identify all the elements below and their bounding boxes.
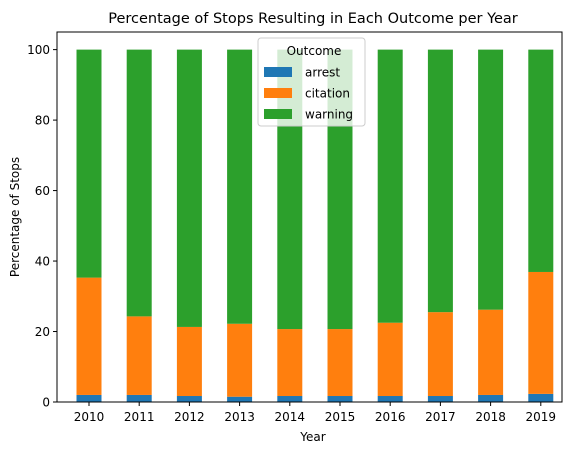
- chart-title: Percentage of Stops Resulting in Each Ou…: [108, 11, 518, 27]
- x-tick-label: 2014: [275, 410, 306, 424]
- bar-arrest-2011: [126, 394, 152, 402]
- x-tick-label: 2012: [174, 410, 205, 424]
- x-tick-label: 2016: [375, 410, 406, 424]
- x-tick-label: 2019: [526, 410, 557, 424]
- bar-citation-2012: [176, 326, 202, 397]
- bar-citation-2016: [377, 322, 403, 397]
- bar-arrest-2012: [176, 396, 202, 402]
- x-axis: 2010 2011 2012 2013 2014 2015 2016 2017 2018 2019: [74, 402, 556, 424]
- y-tick-label: 100: [27, 43, 50, 57]
- x-axis-label: Year: [299, 430, 325, 444]
- bar-citation-2015: [327, 329, 353, 397]
- bar-citation-2014: [277, 329, 303, 397]
- bar-warning-2017: [427, 49, 453, 313]
- x-tick-label: 2010: [74, 410, 105, 424]
- bar-warning-2012: [176, 49, 202, 327]
- y-tick-label: 0: [42, 396, 50, 410]
- y-tick-label: 60: [35, 184, 50, 198]
- x-tick-label: 2015: [325, 410, 356, 424]
- x-tick-label: 2018: [475, 410, 506, 424]
- legend-box: [257, 37, 366, 127]
- legend-title: Outcome: [287, 44, 342, 58]
- legend-swatch-arrest: [264, 67, 292, 77]
- y-tick-label: 40: [35, 255, 50, 269]
- plot-frame: [56, 31, 563, 403]
- legend-swatch-warning: [264, 109, 292, 119]
- bar-warning-2010: [76, 49, 102, 278]
- bars-layer: [76, 49, 554, 402]
- y-axis: 0 20 40 60 80 100: [27, 43, 57, 410]
- bar-citation-2013: [227, 323, 253, 397]
- bar-arrest-2010: [76, 394, 102, 402]
- legend-swatch-citation: [264, 88, 292, 98]
- y-tick-label: 20: [35, 325, 50, 339]
- bar-citation-2017: [427, 312, 453, 397]
- x-tick-label: 2017: [425, 410, 456, 424]
- x-tick-label: 2011: [124, 410, 155, 424]
- bar-arrest-2014: [277, 396, 303, 402]
- bar-arrest-2015: [327, 396, 353, 402]
- bar-arrest-2018: [478, 394, 504, 402]
- y-tick-label: 80: [35, 114, 50, 128]
- y-axis-label: Percentage of Stops: [8, 157, 22, 277]
- x-tick-label: 2013: [224, 410, 255, 424]
- bar-citation-2011: [126, 316, 152, 395]
- bar-warning-2016: [377, 49, 403, 323]
- bar-citation-2010: [76, 277, 102, 395]
- bar-arrest-2016: [377, 396, 403, 402]
- legend-label-warning: warning: [305, 108, 353, 122]
- bar-citation-2018: [478, 309, 504, 395]
- bar-warning-2019: [528, 49, 554, 272]
- bar-warning-2018: [478, 49, 504, 310]
- bar-arrest-2019: [528, 393, 554, 402]
- bar-warning-2011: [126, 49, 152, 317]
- legend-label-citation: citation: [305, 87, 350, 101]
- bar-arrest-2013: [227, 396, 253, 402]
- bar-warning-2013: [227, 49, 253, 324]
- bar-citation-2019: [528, 271, 554, 394]
- legend: Outcome arrest citation warning: [257, 37, 366, 127]
- bar-arrest-2017: [427, 396, 453, 402]
- legend-label-arrest: arrest: [305, 66, 340, 80]
